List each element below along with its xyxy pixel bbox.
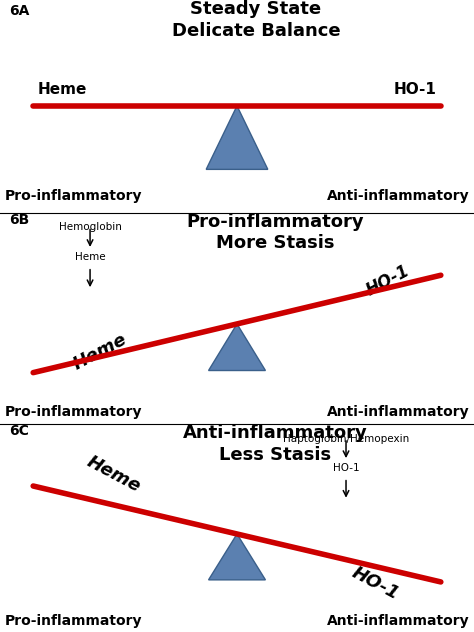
Text: Anti-inflammatory: Anti-inflammatory [327, 405, 469, 419]
Polygon shape [209, 324, 265, 370]
Text: Hemoglobin: Hemoglobin [59, 222, 121, 233]
Text: Heme: Heme [83, 453, 143, 495]
Text: Pro-inflammatory
More Stasis: Pro-inflammatory More Stasis [186, 213, 364, 252]
Polygon shape [209, 534, 265, 580]
Text: Anti-inflammatory
Less Stasis: Anti-inflammatory Less Stasis [182, 425, 367, 464]
Polygon shape [206, 106, 268, 169]
Text: Anti-inflammatory: Anti-inflammatory [327, 189, 469, 204]
Text: Pro-inflammatory: Pro-inflammatory [5, 405, 142, 419]
Text: Pro-inflammatory: Pro-inflammatory [5, 189, 142, 204]
Text: Steady State
Delicate Balance: Steady State Delicate Balance [172, 0, 340, 39]
Text: 6B: 6B [9, 213, 30, 227]
Text: HO-1: HO-1 [333, 463, 359, 473]
Text: HO-1: HO-1 [393, 82, 436, 97]
Text: HO-1: HO-1 [363, 262, 412, 300]
Text: Heme: Heme [70, 331, 130, 374]
Text: Haptoglobin/Hemopexin: Haptoglobin/Hemopexin [283, 434, 409, 444]
Text: Anti-inflammatory: Anti-inflammatory [327, 614, 469, 628]
Text: Heme: Heme [75, 252, 105, 262]
Text: Pro-inflammatory: Pro-inflammatory [5, 614, 142, 628]
Text: 6C: 6C [9, 425, 29, 439]
Text: Heme: Heme [38, 82, 87, 97]
Text: 6A: 6A [9, 4, 30, 18]
Text: HO-1: HO-1 [348, 564, 401, 604]
